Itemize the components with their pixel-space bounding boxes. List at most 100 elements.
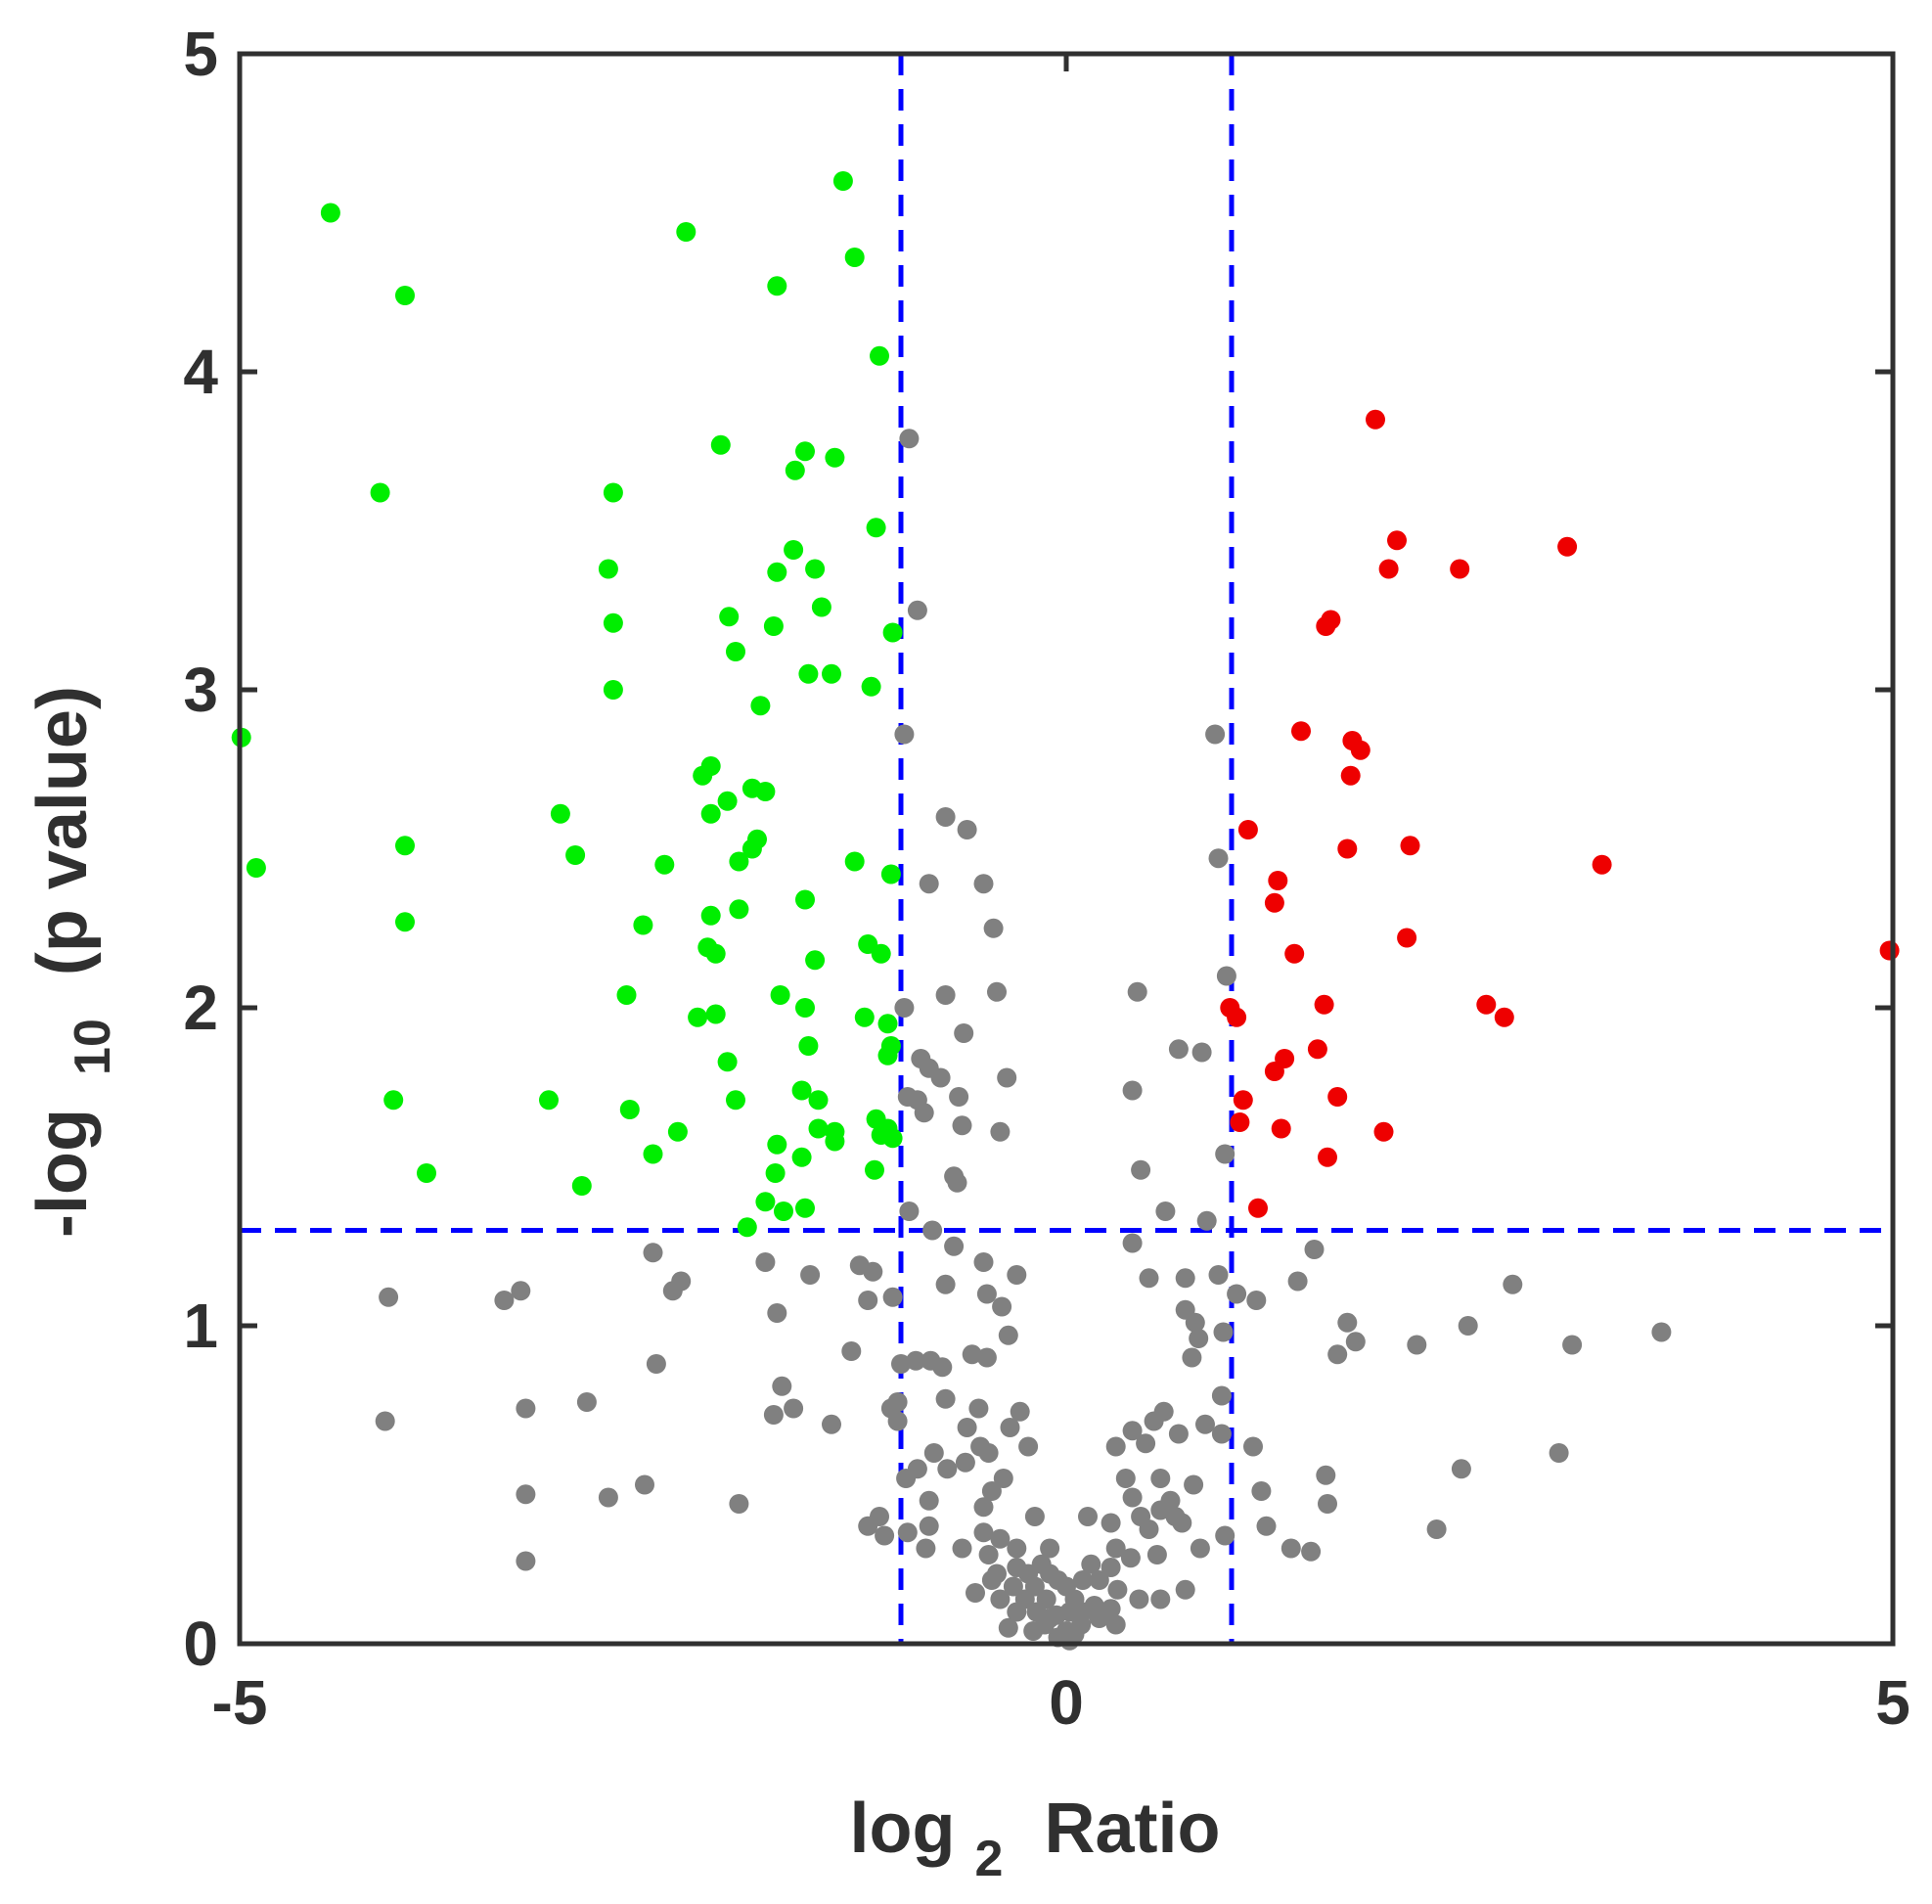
not-significant-point xyxy=(1040,1538,1060,1559)
down-regulated-point xyxy=(700,803,721,824)
not-significant-point xyxy=(1007,1538,1027,1559)
not-significant-point xyxy=(1301,1541,1322,1562)
down-regulated-point xyxy=(811,597,831,617)
not-significant-point xyxy=(1184,1474,1204,1495)
not-significant-point xyxy=(1078,1507,1098,1526)
x-axis-title-subscript: 2 xyxy=(975,1831,1004,1887)
down-regulated-point xyxy=(395,912,415,932)
not-significant-point xyxy=(990,1528,1011,1549)
not-significant-point xyxy=(968,1398,989,1419)
not-significant-point xyxy=(1246,1291,1267,1310)
not-significant-point xyxy=(1023,1621,1044,1641)
down-regulated-point xyxy=(755,782,776,801)
not-significant-point xyxy=(375,1411,395,1431)
not-significant-point xyxy=(1089,1609,1109,1628)
not-significant-point xyxy=(1105,1538,1126,1559)
not-significant-point xyxy=(1562,1335,1583,1355)
not-significant-point xyxy=(1105,1436,1126,1457)
not-significant-point xyxy=(1007,1602,1027,1622)
not-significant-point xyxy=(923,1443,944,1463)
not-significant-point xyxy=(784,1398,804,1419)
not-significant-point xyxy=(1122,1080,1143,1101)
down-regulated-point xyxy=(784,540,804,560)
not-significant-point xyxy=(516,1484,536,1505)
not-significant-point xyxy=(1059,1630,1080,1651)
not-significant-point xyxy=(919,1490,939,1511)
down-regulated-point xyxy=(726,1090,745,1111)
not-significant-point xyxy=(922,1220,943,1241)
down-regulated-point xyxy=(619,1100,640,1119)
not-significant-point xyxy=(598,1487,618,1508)
down-regulated-point xyxy=(825,447,845,468)
down-regulated-point xyxy=(808,1118,829,1139)
not-significant-point xyxy=(1175,1268,1195,1289)
down-regulated-point xyxy=(866,518,886,538)
not-significant-point xyxy=(858,1516,878,1536)
up-regulated-point xyxy=(1291,721,1311,742)
down-regulated-point xyxy=(882,622,903,643)
down-regulated-point xyxy=(795,1198,815,1218)
not-significant-point xyxy=(1458,1316,1478,1336)
down-regulated-point xyxy=(861,676,881,697)
not-significant-point xyxy=(894,998,915,1018)
y-tick-label: 4 xyxy=(183,337,218,407)
down-regulated-point xyxy=(643,1144,663,1164)
not-significant-point xyxy=(1215,1144,1236,1164)
not-significant-point xyxy=(897,1522,918,1543)
down-regulated-point xyxy=(870,345,889,366)
up-regulated-point xyxy=(1373,1121,1394,1142)
not-significant-point xyxy=(1208,1265,1229,1285)
not-significant-point xyxy=(643,1243,663,1263)
y-axis-title-subscript: 10 xyxy=(65,1019,121,1075)
not-significant-point xyxy=(973,1252,994,1272)
threshold-lines xyxy=(240,54,1893,1644)
not-significant-point xyxy=(973,1497,994,1518)
up-regulated-point xyxy=(1227,1007,1247,1027)
down-regulated-point xyxy=(717,791,738,811)
down-regulated-point xyxy=(741,839,762,859)
plot-frame xyxy=(237,51,1896,1647)
down-regulated-point xyxy=(865,1159,884,1180)
not-significant-point xyxy=(944,1236,965,1256)
down-regulated-point xyxy=(667,1121,688,1142)
not-significant-point xyxy=(987,981,1007,1002)
x-axis-title-main: log xyxy=(850,1790,956,1868)
down-regulated-point xyxy=(755,1192,776,1212)
not-significant-point xyxy=(973,1522,994,1543)
not-significant-point xyxy=(1243,1436,1263,1457)
not-significant-point xyxy=(1081,1554,1101,1574)
not-significant-point xyxy=(1139,1519,1159,1539)
up-regulated-point xyxy=(1284,943,1305,964)
up-regulated-point xyxy=(1450,559,1470,579)
down-regulated-point xyxy=(676,222,696,242)
not-significant-point xyxy=(1129,1589,1149,1609)
not-significant-point xyxy=(800,1265,821,1285)
not-significant-point xyxy=(1072,1570,1093,1590)
not-significant-point xyxy=(919,874,939,894)
not-significant-point xyxy=(896,1469,917,1488)
down-regulated-point xyxy=(798,1036,819,1056)
down-regulated-point xyxy=(705,943,726,964)
not-significant-point xyxy=(1503,1274,1523,1294)
not-significant-point xyxy=(1150,1469,1171,1488)
up-regulated-point xyxy=(1350,740,1370,760)
down-regulated-point xyxy=(603,680,623,700)
down-regulated-point xyxy=(737,1217,757,1238)
not-significant-point xyxy=(1175,1579,1195,1600)
not-significant-point xyxy=(1107,1579,1128,1600)
not-significant-point xyxy=(1304,1240,1325,1259)
not-significant-point xyxy=(1172,1513,1192,1533)
not-significant-point xyxy=(1451,1459,1471,1479)
up-regulated-point xyxy=(1307,1039,1327,1060)
not-significant-point xyxy=(1185,1312,1205,1333)
not-significant-point xyxy=(1003,1576,1023,1597)
not-significant-point xyxy=(976,1347,997,1368)
not-significant-point xyxy=(887,1411,908,1431)
not-significant-point xyxy=(1216,966,1236,986)
not-significant-point xyxy=(906,1350,926,1371)
not-significant-point xyxy=(635,1474,654,1495)
not-significant-point xyxy=(1018,1436,1039,1457)
down-regulated-point xyxy=(750,696,771,716)
